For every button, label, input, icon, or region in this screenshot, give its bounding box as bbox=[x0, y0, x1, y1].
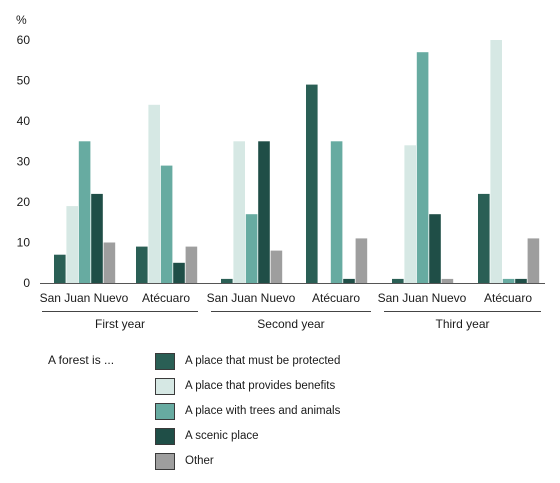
bar bbox=[527, 238, 540, 283]
bar bbox=[160, 165, 173, 283]
bar bbox=[233, 141, 245, 284]
bar bbox=[221, 278, 233, 283]
y-tick-label: 20 bbox=[17, 195, 31, 209]
y-tick-label: 10 bbox=[17, 236, 31, 250]
y-tick-label: 40 bbox=[17, 114, 31, 128]
bar bbox=[343, 278, 355, 283]
x-category-label: San Juan Nuevo bbox=[378, 291, 467, 305]
x-category-label: Atécuaro bbox=[484, 291, 532, 305]
x-group-label: Third year bbox=[435, 317, 489, 331]
bar bbox=[416, 52, 429, 284]
x-category-label: San Juan Nuevo bbox=[207, 291, 296, 305]
bar bbox=[392, 278, 404, 283]
x-category-label: San Juan Nuevo bbox=[40, 291, 129, 305]
legend-label: A place with trees and animals bbox=[185, 405, 341, 417]
y-axis: 0 10 20 30 40 50 60 bbox=[17, 33, 31, 290]
bar bbox=[478, 193, 490, 283]
y-tick-label: 60 bbox=[17, 33, 31, 47]
legend-label: A place that must be protected bbox=[185, 355, 341, 367]
y-axis-unit-label: % bbox=[16, 13, 27, 27]
legend-swatch bbox=[155, 453, 175, 470]
bar bbox=[306, 84, 318, 283]
bar bbox=[91, 193, 103, 283]
x-category-label: Atécuaro bbox=[312, 291, 360, 305]
bar bbox=[148, 104, 160, 283]
legend-swatch bbox=[155, 378, 175, 395]
y-tick-label: 0 bbox=[23, 276, 30, 290]
x-axis-category-labels: San Juan Nuevo Atécuaro San Juan Nuevo Atéc… bbox=[40, 291, 533, 305]
bar bbox=[66, 206, 78, 283]
bar bbox=[355, 238, 368, 283]
y-tick-label: 30 bbox=[17, 155, 31, 169]
legend-label: A place that provides benefits bbox=[185, 380, 336, 392]
legend-title: A forest is ... bbox=[48, 353, 115, 367]
bar bbox=[270, 250, 283, 283]
y-tick-label: 50 bbox=[17, 74, 31, 88]
bar bbox=[54, 254, 66, 283]
bar bbox=[245, 214, 258, 283]
bar bbox=[429, 214, 441, 283]
x-category-label: Atécuaro bbox=[142, 291, 190, 305]
legend-label: A scenic place bbox=[185, 430, 259, 442]
legend-swatch bbox=[155, 428, 175, 445]
bar bbox=[258, 141, 270, 284]
legend: A forest is ... A place that must be pro… bbox=[40, 350, 540, 475]
legend-label: Other bbox=[185, 455, 214, 467]
legend-swatch bbox=[155, 403, 175, 420]
bar bbox=[502, 278, 515, 283]
bar bbox=[441, 278, 454, 283]
x-axis-group-labels: First year Second year Third year bbox=[42, 311, 541, 331]
bar bbox=[103, 242, 116, 283]
bar bbox=[515, 278, 527, 283]
x-group-label: First year bbox=[95, 317, 145, 331]
x-group-label: Second year bbox=[257, 317, 324, 331]
bar bbox=[490, 40, 502, 283]
bar bbox=[78, 141, 91, 284]
bar bbox=[173, 262, 185, 284]
bars bbox=[54, 40, 540, 284]
bar bbox=[404, 145, 416, 283]
bar bbox=[330, 141, 343, 284]
bar bbox=[136, 246, 148, 283]
bar bbox=[185, 246, 198, 283]
legend-swatch bbox=[155, 353, 175, 370]
